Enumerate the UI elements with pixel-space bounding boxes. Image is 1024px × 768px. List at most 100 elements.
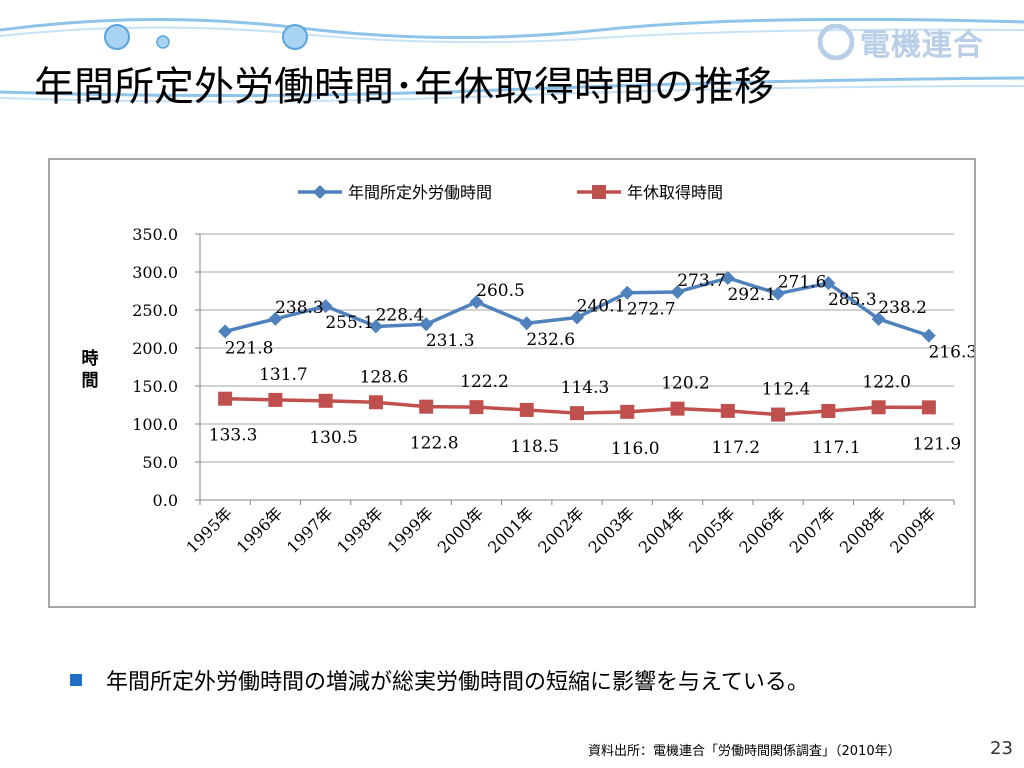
x-tick-label: 2002年 [534, 503, 588, 557]
overtime-data-label: 273.7 [677, 271, 726, 291]
overtime-point [771, 286, 786, 301]
leave-point [318, 393, 333, 408]
x-tick-label: 2005年 [685, 503, 739, 557]
x-tick-label: 2004年 [635, 503, 689, 557]
overtime-point [921, 328, 936, 343]
leave-data-label: 117.2 [711, 438, 760, 458]
chart-frame: 0.0 50.0 100.0 150.0 200.0 250.0 300.0 350.0 時間 1… [48, 158, 976, 608]
overtime-point [620, 285, 635, 300]
overtime-point [720, 271, 735, 286]
slide-title: 年間所定外労働時間･年休取得時間の推移 [34, 64, 774, 110]
overtime-data-label: 232.6 [526, 330, 575, 350]
overtime-data-label: 216.3 [929, 343, 974, 363]
line-chart: 0.0 50.0 100.0 150.0 200.0 250.0 300.0 350.0 時間 1… [82, 183, 975, 557]
x-tick-label: 2000年 [434, 503, 488, 557]
x-tick-label: 1999年 [383, 503, 437, 557]
leave-point [871, 400, 886, 415]
leave-data-label: 133.3 [209, 426, 258, 446]
overtime-point [419, 317, 434, 332]
source-note: 資料出所：電機連合「労働時間関係調査」（2010年） [588, 744, 901, 759]
leave-data-label: 121.9 [913, 434, 962, 454]
x-tick-label: 1996年 [233, 503, 287, 557]
legend-overtime-label: 年間所定外労働時間 [348, 183, 492, 202]
x-tick-label: 2009年 [886, 503, 940, 557]
wave-line [0, 17, 1024, 40]
legend-leave-marker [592, 185, 606, 199]
leave-point [469, 400, 484, 415]
wave-line [0, 26, 1024, 44]
y-tick-label: 50.0 [142, 453, 178, 472]
leave-data-label: 116.0 [611, 439, 660, 459]
legend-leave-label: 年休取得時間 [627, 183, 723, 202]
overtime-point [821, 276, 836, 291]
x-tick-label: 1998年 [333, 503, 387, 557]
leave-point [670, 401, 685, 416]
leave-point [268, 392, 283, 407]
leave-data-label: 128.6 [360, 367, 409, 387]
x-tick-label: 2006年 [735, 503, 789, 557]
y-tick-label: 250.0 [132, 301, 178, 320]
y-tick-label: 100.0 [132, 415, 178, 434]
leave-data-label: 131.7 [259, 365, 308, 385]
leave-data-label: 122.2 [460, 372, 509, 392]
leave-data-label: 114.3 [561, 378, 610, 398]
overtime-point [519, 316, 534, 331]
bullet-text: 年間所定外労働時間の増減が総実労働時間の短縮に影響を与えている。 [106, 670, 809, 695]
overtime-point [570, 310, 584, 325]
logo: 電機連合 [818, 20, 984, 64]
overtime-data-label: 238.3 [275, 298, 324, 318]
overtime-point [368, 319, 383, 334]
y-tick-label: 150.0 [132, 377, 178, 396]
y-tick-label: 0.0 [153, 491, 178, 510]
leave-point [720, 403, 735, 418]
leave-point [218, 391, 233, 406]
wave-line [0, 85, 1024, 103]
leave-data-label: 117.1 [812, 438, 861, 458]
bullet-square-icon [70, 674, 82, 686]
leave-point [368, 395, 383, 410]
x-tick-label: 2001年 [484, 503, 538, 557]
y-axis-label: 間 [82, 371, 99, 391]
leave-data-label: 118.5 [510, 437, 559, 457]
leave-data-label: 112.4 [762, 380, 811, 400]
leave-data-label: 122.8 [410, 434, 459, 454]
x-tick-label: 2008年 [836, 503, 890, 557]
overtime-data-label: 255.1 [325, 313, 374, 333]
bubble [156, 35, 170, 49]
y-axis-label: 時 [82, 348, 99, 369]
overtime-point [218, 324, 233, 339]
x-tick-label: 2003年 [585, 503, 639, 557]
wave-line [0, 76, 1024, 98]
leave-point [519, 402, 534, 417]
bubble [282, 24, 308, 50]
y-tick-label: 200.0 [132, 339, 178, 358]
overtime-point [871, 311, 886, 326]
leave-point [419, 399, 434, 414]
legend-overtime-marker [313, 185, 327, 199]
leave-point [771, 407, 786, 422]
leave-point [821, 404, 836, 419]
overtime-data-label: 272.7 [627, 300, 676, 320]
leave-point [570, 406, 584, 421]
logo-mark-icon [818, 24, 854, 60]
header-wave-decoration [0, 17, 1024, 103]
overtime-data-label: 292.1 [727, 285, 776, 305]
bullet-point: 年間所定外労働時間の増減が総実労働時間の短縮に影響を与えている。 [70, 664, 809, 696]
leave-data-label: 130.5 [309, 428, 358, 448]
overtime-point [318, 299, 333, 314]
overtime-data-label: 260.5 [476, 281, 525, 301]
overtime-point [670, 284, 685, 299]
x-tick-label: 1997年 [283, 503, 337, 557]
logo-text: 電機連合 [860, 28, 984, 63]
leave-data-label: 122.0 [862, 372, 911, 392]
overtime-data-label: 231.3 [426, 331, 475, 351]
page-number: 23 [990, 738, 1013, 759]
y-tick-label: 350.0 [132, 225, 178, 244]
x-tick-label: 1995年 [182, 503, 236, 557]
overtime-point [469, 295, 484, 310]
y-tick-label: 300.0 [132, 263, 178, 282]
x-tick-label: 2007年 [786, 503, 840, 557]
leave-point [620, 404, 635, 419]
overtime-point [268, 311, 283, 326]
overtime-data-label: 238.2 [878, 298, 927, 318]
